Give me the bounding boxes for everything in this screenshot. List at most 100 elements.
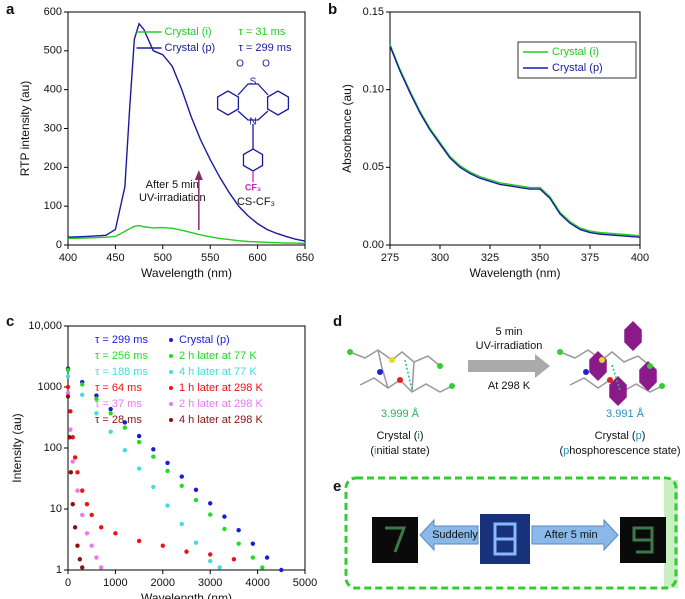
y-axis-title: Absorbance (au) bbox=[340, 84, 354, 173]
point bbox=[80, 512, 85, 518]
y-tick-label: 0.05 bbox=[363, 161, 384, 173]
atom: N bbox=[249, 117, 256, 128]
point bbox=[65, 367, 71, 373]
point bbox=[70, 459, 75, 464]
atom: O bbox=[262, 59, 270, 70]
point bbox=[68, 409, 73, 414]
point bbox=[98, 565, 104, 570]
y-axis-title: RTP intensity (au) bbox=[18, 81, 32, 177]
t: p bbox=[563, 445, 569, 457]
x-tick-label: 2000 bbox=[151, 577, 175, 589]
t: p bbox=[636, 430, 642, 442]
legend-marker bbox=[169, 354, 173, 358]
structure bbox=[216, 83, 290, 182]
point bbox=[279, 567, 284, 573]
panel-d-molecules bbox=[349, 320, 663, 407]
legend-label: 1 h later at 298 K bbox=[179, 382, 263, 394]
point bbox=[208, 552, 213, 557]
point bbox=[68, 470, 74, 475]
arrow-label: Suddenly bbox=[432, 529, 478, 541]
point bbox=[122, 448, 128, 453]
t: ( bbox=[559, 445, 563, 457]
x-tick-label: 600 bbox=[248, 252, 266, 264]
annotation-arrow-head bbox=[194, 170, 203, 180]
legend-label: Crystal (i) bbox=[552, 46, 599, 58]
y-tick-label: 0.15 bbox=[363, 6, 384, 18]
point bbox=[136, 538, 142, 544]
point bbox=[70, 501, 75, 507]
legend-label: Crystal (p) bbox=[165, 42, 216, 54]
x-tick-label: 1000 bbox=[103, 577, 127, 589]
legend-marker bbox=[169, 418, 173, 422]
legend-tau: τ = 188 ms bbox=[95, 366, 148, 378]
y-tick-label: 10 bbox=[50, 503, 62, 515]
atoms bbox=[347, 349, 665, 389]
point bbox=[68, 427, 73, 432]
annotation: UV-irradiation bbox=[139, 192, 206, 204]
annotation: After 5 min bbox=[146, 179, 199, 191]
y-tick-label: 300 bbox=[44, 122, 62, 134]
point bbox=[75, 543, 80, 548]
point bbox=[122, 420, 128, 425]
point bbox=[165, 468, 170, 474]
legend-tau: τ = 299 ms bbox=[95, 334, 148, 346]
t: ) bbox=[642, 430, 646, 442]
t: Crystal ( bbox=[595, 430, 636, 442]
point bbox=[77, 557, 83, 562]
legend-label: Crystal (p) bbox=[179, 334, 230, 346]
crystal-label: Crystal (i) bbox=[376, 430, 423, 442]
y-tick-label: 400 bbox=[44, 84, 62, 96]
x-tick-label: 325 bbox=[481, 252, 499, 264]
y-tick-label: 200 bbox=[44, 161, 62, 173]
arrow-label: After 5 min bbox=[544, 529, 597, 541]
panel-label: a bbox=[6, 1, 15, 18]
point bbox=[264, 555, 270, 560]
point bbox=[65, 394, 71, 399]
point bbox=[231, 557, 237, 562]
digit bbox=[385, 526, 407, 553]
point bbox=[208, 558, 213, 564]
point bbox=[193, 540, 199, 545]
x-tick-label: 300 bbox=[431, 252, 449, 264]
point bbox=[98, 525, 104, 530]
y-tick-label: 500 bbox=[44, 45, 62, 57]
point bbox=[136, 466, 142, 471]
point bbox=[72, 455, 78, 460]
legend-label: 4 h later at 298 K bbox=[179, 414, 263, 426]
point bbox=[65, 384, 71, 390]
legend-tau: τ = 37 ms bbox=[95, 398, 142, 410]
point bbox=[72, 525, 78, 530]
y-tick-label: 1 bbox=[56, 564, 62, 576]
point bbox=[160, 543, 165, 548]
point bbox=[67, 435, 72, 440]
y-tick-label: 100 bbox=[44, 442, 62, 454]
crystal-label: Crystal (p) bbox=[595, 430, 646, 442]
point bbox=[222, 526, 227, 532]
point bbox=[84, 531, 90, 536]
point bbox=[208, 512, 213, 517]
atom: CF₃ bbox=[245, 182, 261, 192]
plot-frame bbox=[389, 11, 641, 246]
panel-label: d bbox=[333, 313, 342, 330]
y-tick-label: 10,000 bbox=[28, 320, 62, 332]
y-tick-label: 600 bbox=[44, 6, 62, 18]
x-tick-label: 0 bbox=[65, 577, 71, 589]
point bbox=[217, 565, 222, 570]
point bbox=[179, 483, 184, 489]
legend-marker bbox=[169, 402, 173, 406]
t: hosphorescence state) bbox=[569, 445, 680, 457]
x-tick-label: 500 bbox=[154, 252, 172, 264]
point bbox=[165, 503, 170, 508]
x-tick-label: 275 bbox=[381, 252, 399, 264]
point bbox=[136, 439, 142, 445]
y-tick-label: 1000 bbox=[38, 381, 62, 393]
point bbox=[151, 484, 156, 490]
point bbox=[108, 411, 113, 416]
legend-label: 4 h later at 77 K bbox=[179, 366, 257, 378]
legend-label: Crystal (p) bbox=[552, 62, 603, 74]
point bbox=[75, 488, 80, 493]
legend-marker bbox=[169, 370, 173, 374]
legend-box bbox=[517, 41, 637, 79]
point bbox=[113, 531, 118, 536]
x-tick-label: 375 bbox=[581, 252, 599, 264]
